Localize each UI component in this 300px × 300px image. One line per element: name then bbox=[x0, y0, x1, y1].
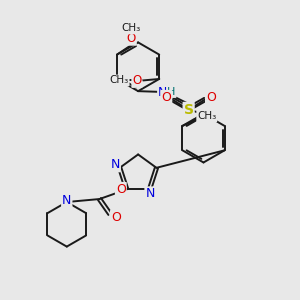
Text: CH₃: CH₃ bbox=[197, 111, 216, 122]
Text: CH₃: CH₃ bbox=[122, 23, 141, 33]
Text: N: N bbox=[158, 85, 167, 98]
Text: H: H bbox=[167, 87, 176, 97]
Text: N: N bbox=[62, 194, 71, 207]
Text: O: O bbox=[132, 74, 142, 87]
Text: N: N bbox=[146, 188, 155, 200]
Text: O: O bbox=[111, 211, 121, 224]
Text: O: O bbox=[161, 91, 171, 104]
Text: S: S bbox=[184, 103, 194, 117]
Text: O: O bbox=[116, 183, 126, 196]
Text: O: O bbox=[127, 32, 136, 45]
Text: N: N bbox=[111, 158, 120, 171]
Text: CH₃: CH₃ bbox=[110, 76, 129, 85]
Text: O: O bbox=[206, 91, 216, 104]
